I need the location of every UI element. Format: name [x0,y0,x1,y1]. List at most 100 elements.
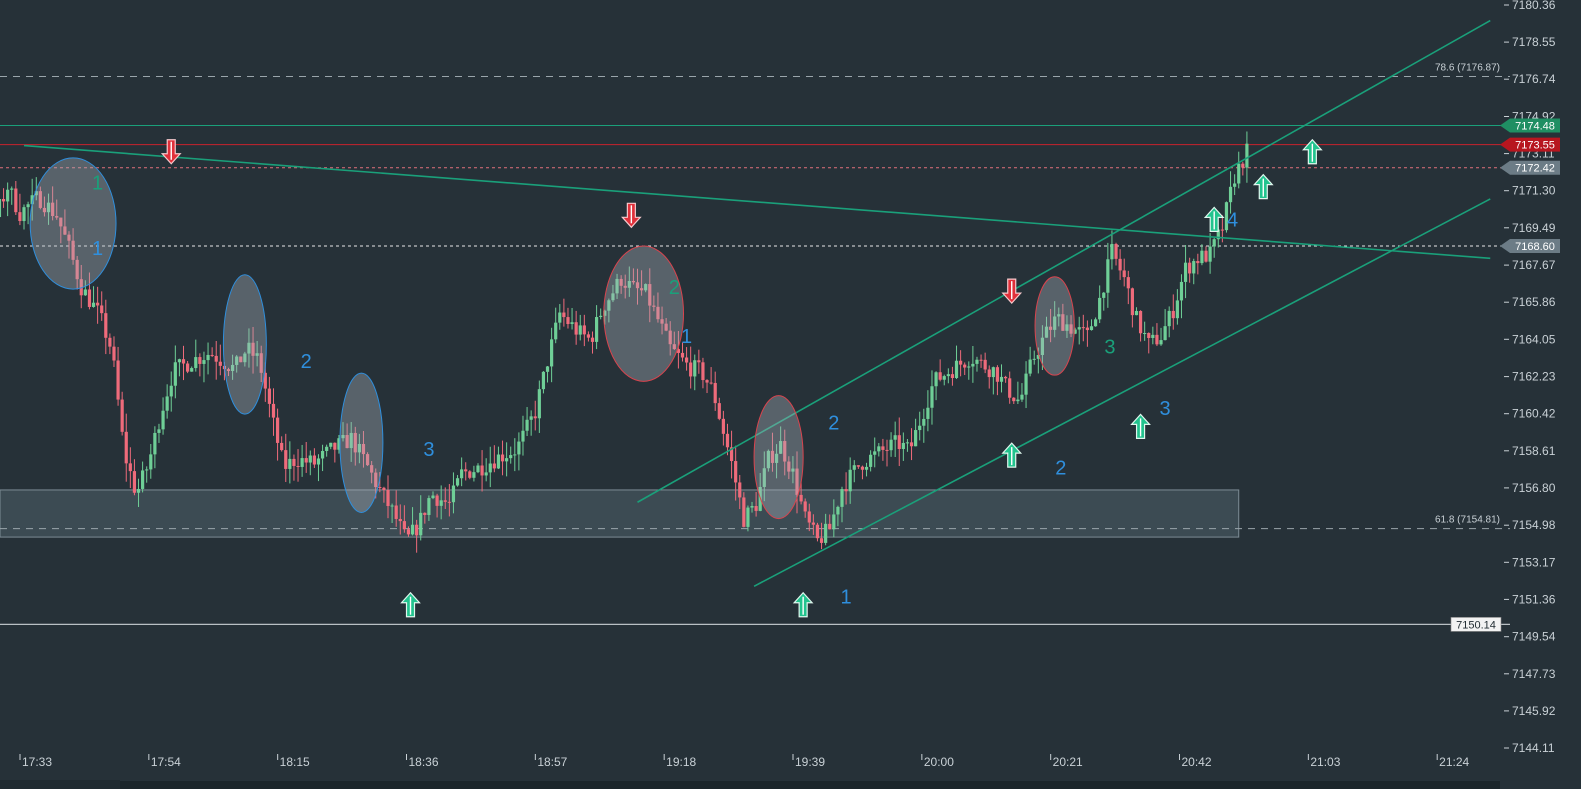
candle-body [799,494,803,502]
x-tick-label: 18:15 [280,755,310,769]
candle-body [1024,373,1028,395]
candle [104,299,108,355]
scrollbar-thumb[interactable] [120,781,1500,789]
price-tag-shape [1500,137,1560,152]
candle [1053,301,1057,338]
candle-body [709,382,713,384]
candle-body [460,469,464,479]
candle-body [954,360,959,379]
candle [819,522,824,550]
candle [87,272,92,310]
candle [631,268,636,285]
candle [946,368,950,384]
candle-body [325,446,329,451]
candle [877,443,881,457]
candle [1175,289,1179,325]
candle-body [394,505,398,519]
x-tick-label: 17:33 [22,755,52,769]
candle [349,422,353,462]
candle [1155,323,1159,347]
candle [83,280,87,296]
candle-body [779,441,783,454]
candle-body [1159,340,1163,345]
candle [922,408,926,443]
candle-body [18,212,22,222]
candle [811,514,815,535]
wave-label: 2 [828,412,839,434]
candle-body [157,429,161,433]
candle-body [595,317,599,342]
y-tick-label: 7144.11 [1512,741,1555,755]
candle-body [1012,397,1016,402]
candle-body [439,500,443,506]
candle [734,445,738,501]
candle [0,198,2,218]
y-tick-label: 7165.86 [1512,295,1556,309]
candle-body [423,512,427,515]
candle [537,380,541,433]
candle [873,437,877,468]
candle [1114,242,1118,266]
price-zone [0,489,1240,538]
candle-body [202,360,206,364]
candle-body [468,471,472,478]
candle-body [1138,310,1143,334]
candle-body [112,346,116,361]
candle-body [541,371,546,390]
candle [26,201,30,225]
candle [210,347,214,358]
candle [46,193,51,225]
candle-body [725,433,730,448]
candle-body [885,449,889,451]
y-tick-label: 7180.36 [1512,0,1556,12]
candle-body [631,280,636,283]
candle-body [304,458,308,463]
candle-body [1065,324,1069,331]
candle-body [1053,316,1057,330]
candle-body [329,442,333,447]
candle-body [1241,163,1245,168]
wave-label: 2 [1055,457,1066,479]
candle-body [1102,292,1106,298]
candle-body [447,501,451,503]
highlight-ellipse [753,395,804,520]
candle [787,456,791,480]
candle-body [1245,143,1249,168]
candle-body [623,285,627,288]
candle [897,417,901,467]
scrollbar-track [0,780,120,789]
candle [1089,319,1094,331]
candle [325,444,329,457]
candle [967,361,971,380]
candle-body [995,367,1000,382]
candle-body [104,313,108,338]
candle [1147,332,1151,354]
arrow-up-icon [1252,173,1274,200]
candle [316,454,321,482]
candle-body [914,430,918,447]
candle [198,353,202,377]
candle-body [967,366,971,368]
candle [460,457,464,487]
candle [235,355,239,373]
candle-body [909,442,914,447]
candle [1024,361,1028,409]
candle-body [214,355,218,362]
x-tick-label: 19:18 [666,755,696,769]
candle-body [676,349,680,353]
candle-body [713,382,717,404]
candle-body [570,322,574,325]
candle-body [120,399,124,432]
candle-body [1110,243,1114,260]
candle [578,314,582,341]
candle [468,470,472,480]
candle-body [660,319,664,324]
candle-body [1200,250,1204,264]
candle-body [1192,261,1196,274]
candle [938,359,942,382]
candle-body [1044,326,1049,338]
candle-body [153,432,157,455]
arrow-down-icon [160,139,182,165]
candle-body [803,501,807,512]
